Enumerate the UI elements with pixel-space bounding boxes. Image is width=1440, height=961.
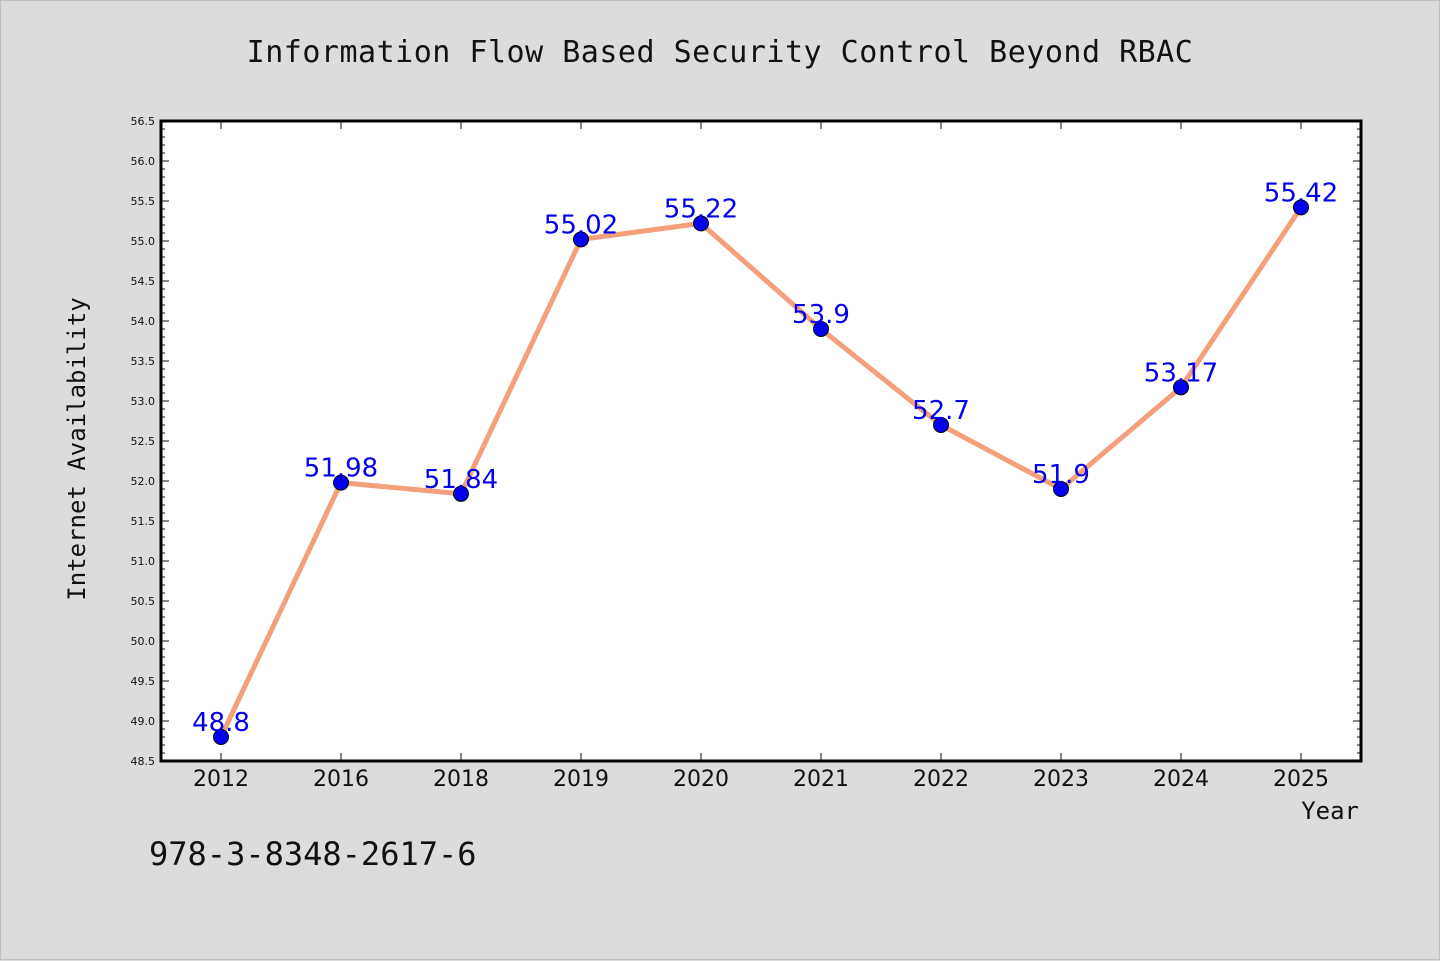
y-tick-label: 51.5 [131,515,156,528]
y-tick-label: 54.5 [131,275,156,288]
plot-frame [159,119,1363,763]
x-tick-label: 2023 [1033,767,1089,792]
x-tick-label: 2024 [1153,767,1209,792]
data-label: 55.42 [1264,178,1338,208]
y-tick-label: 55.5 [131,195,156,208]
y-tick-label: 51.0 [131,555,156,568]
x-tick-label: 2016 [313,767,369,792]
y-tick-label: 56.0 [131,155,156,168]
data-label: 53.9 [792,300,850,330]
x-tick-label: 2022 [913,767,969,792]
data-label: 51.9 [1032,460,1090,490]
y-tick-label: 50.5 [131,595,156,608]
chart-title: Information Flow Based Security Control … [246,35,1194,70]
y-tick-label: 56.5 [131,115,156,128]
x-tick-label: 2018 [433,767,489,792]
data-point [213,729,229,745]
data-label: 48.8 [192,708,250,738]
y-tick-label: 49.0 [131,715,156,728]
data-label: 53.17 [1144,358,1218,388]
x-tick-label: 2021 [793,767,849,792]
data-point [1293,199,1309,216]
x-tick-label: 2020 [673,767,729,792]
x-tick-label: 2012 [193,767,249,792]
y-tick-label: 55.0 [131,235,156,248]
y-tick-label: 52.5 [131,435,156,448]
x-tick-label: 2025 [1273,767,1329,792]
data-point [1173,379,1189,396]
data-point [933,417,949,433]
data-point [573,231,589,248]
y-tick-label: 52.0 [131,475,156,488]
plot-background [161,121,1361,761]
data-label: 52.7 [912,396,970,426]
y-tick-label: 54.0 [131,315,156,328]
data-point [693,215,709,232]
data-point [813,321,829,337]
data-label: 55.02 [544,210,618,240]
x-axis-label: Year [1301,797,1359,825]
y-tick-label: 53.0 [131,395,156,408]
data-label: 51.98 [304,454,378,484]
data-point [333,474,349,491]
x-tick-label: 2019 [553,767,609,792]
y-tick-label: 49.5 [131,675,156,688]
series-line [218,204,1304,740]
data-label: 55.22 [664,194,738,224]
y-tick-label: 48.5 [131,755,156,768]
footer-code: 978-3-8348-2617-6 [149,835,477,873]
data-point [453,485,469,502]
y-tick-label: 50.0 [131,635,156,648]
data-point [1053,481,1069,497]
y-tick-label: 53.5 [131,355,156,368]
data-label: 51.84 [424,465,498,495]
